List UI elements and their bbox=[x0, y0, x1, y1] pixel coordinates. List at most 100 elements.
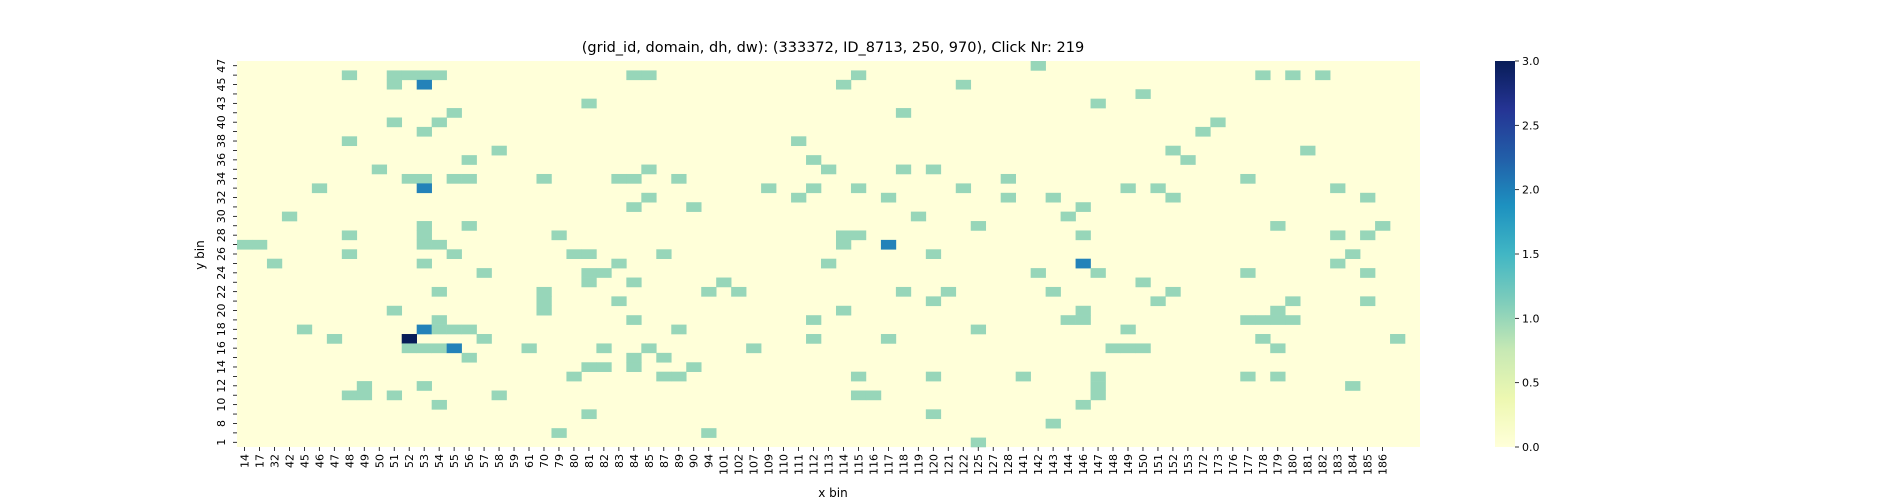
heatmap-cell bbox=[446, 173, 462, 184]
heatmap-cell bbox=[431, 324, 447, 335]
heatmap-cell bbox=[671, 324, 687, 335]
heatmap-cell bbox=[1255, 315, 1271, 325]
heatmap-cell bbox=[341, 230, 358, 241]
heatmap-cell bbox=[251, 239, 268, 250]
heatmap-cell bbox=[1150, 296, 1166, 307]
heatmap-cell bbox=[1360, 296, 1376, 307]
heatmap-cell bbox=[1195, 126, 1211, 137]
x-tick-label: 47 bbox=[328, 454, 341, 468]
heatmap-cell bbox=[461, 155, 477, 165]
heatmap-cell bbox=[1075, 258, 1091, 269]
colorbar-tick-label: 1.5 bbox=[1522, 248, 1540, 261]
heatmap-cell bbox=[446, 249, 462, 259]
heatmap-cell bbox=[641, 70, 657, 81]
heatmap-cell bbox=[1000, 173, 1016, 184]
heatmap-cell bbox=[476, 334, 492, 344]
heatmap-cell bbox=[626, 70, 642, 81]
heatmap-cell bbox=[476, 268, 492, 278]
x-tick-label: 80 bbox=[568, 454, 581, 468]
heatmap-cell bbox=[641, 343, 657, 354]
heatmap-cell bbox=[536, 173, 552, 184]
heatmap-cell bbox=[431, 286, 447, 297]
heatmap-cell bbox=[581, 268, 597, 278]
heatmap-cell bbox=[641, 164, 657, 175]
heatmap-cell bbox=[551, 428, 567, 438]
heatmap-cell bbox=[416, 230, 432, 241]
heatmap-cell bbox=[1165, 286, 1181, 297]
x-tick-label: 178 bbox=[1257, 454, 1270, 475]
heatmap-cell bbox=[446, 108, 462, 118]
x-tick-label: 59 bbox=[508, 454, 521, 468]
y-tick-label: 1 bbox=[215, 439, 228, 446]
heatmap-cell bbox=[1240, 371, 1256, 382]
heatmap-cell bbox=[416, 343, 432, 354]
heatmap-cell bbox=[850, 371, 867, 382]
x-tick-label: 58 bbox=[493, 454, 506, 468]
heatmap-cell bbox=[626, 352, 642, 363]
colorbar-tick-label: 1.0 bbox=[1522, 312, 1540, 325]
heatmap-cell bbox=[835, 230, 852, 241]
heatmap-cell bbox=[1285, 315, 1301, 325]
heatmap-cell bbox=[821, 258, 837, 269]
heatmap-cell bbox=[1165, 145, 1181, 156]
x-tick-label: 127 bbox=[987, 454, 1000, 475]
heatmap-cell bbox=[596, 343, 612, 354]
x-tick-label: 70 bbox=[538, 454, 551, 468]
x-tick-label: 107 bbox=[748, 454, 761, 475]
y-tick-label: 38 bbox=[215, 134, 228, 148]
x-axis-label: x bin bbox=[818, 486, 847, 500]
heatmap-cell bbox=[1090, 381, 1106, 391]
heatmap-cell bbox=[1300, 145, 1316, 156]
x-tick-label: 122 bbox=[957, 454, 970, 475]
heatmap-cell bbox=[536, 296, 552, 307]
x-tick-label: 45 bbox=[298, 454, 311, 468]
x-tick-label: 184 bbox=[1347, 454, 1360, 475]
heatmap-cell bbox=[416, 381, 432, 391]
heatmap-cell bbox=[925, 249, 942, 259]
x-axis: 14 17 32 42 45 46 47 48 49 50 51 52 53 54 55 56 57 58 59 61… bbox=[239, 447, 1390, 475]
heatmap-cell bbox=[461, 324, 477, 335]
heatmap-cell bbox=[536, 305, 552, 316]
heatmap-cell bbox=[1030, 61, 1046, 71]
heatmap-cell bbox=[401, 343, 417, 354]
heatmap-cell bbox=[656, 371, 672, 382]
x-tick-label: 81 bbox=[583, 454, 596, 468]
x-tick-label: 101 bbox=[718, 454, 731, 475]
heatmap-cell bbox=[1180, 155, 1196, 165]
heatmap-background bbox=[237, 61, 1420, 447]
colorbar-tick-label: 2.0 bbox=[1522, 184, 1540, 197]
heatmap-cell bbox=[237, 239, 253, 250]
heatmap-cell bbox=[925, 164, 942, 175]
x-tick-label: 185 bbox=[1362, 454, 1375, 475]
heatmap-cell bbox=[1045, 286, 1061, 297]
x-tick-label: 14 bbox=[239, 454, 252, 468]
colorbar-tick-label: 0.5 bbox=[1522, 377, 1540, 390]
heatmap-cell bbox=[1270, 305, 1286, 316]
heatmap-cell bbox=[731, 286, 747, 297]
heatmap-cell bbox=[416, 79, 432, 90]
x-tick-label: 149 bbox=[1122, 454, 1135, 475]
heatmap-cell bbox=[581, 98, 597, 109]
colorbar-ticks: 0.0 0.5 1.0 1.5 2.0 2.5 3.0 bbox=[1515, 55, 1540, 454]
heatmap-cell bbox=[761, 183, 777, 194]
heatmap-cell bbox=[416, 324, 432, 335]
y-tick-label: 8 bbox=[215, 420, 228, 427]
x-tick-label: 152 bbox=[1167, 454, 1180, 475]
x-tick-label: 172 bbox=[1197, 454, 1210, 475]
y-tick-label: 30 bbox=[215, 209, 228, 223]
heatmap-cell bbox=[581, 249, 597, 259]
heatmap-cell bbox=[626, 173, 642, 184]
heatmap-cell bbox=[626, 315, 642, 325]
heatmap-cell bbox=[925, 371, 942, 382]
heatmap-cell bbox=[1075, 202, 1091, 212]
x-tick-label: 143 bbox=[1047, 454, 1060, 475]
heatmap-cell bbox=[701, 286, 717, 297]
x-tick-label: 120 bbox=[927, 454, 940, 475]
heatmap-cell bbox=[1240, 268, 1256, 278]
heatmap-cell bbox=[1075, 230, 1091, 241]
heatmap-cell bbox=[671, 173, 687, 184]
x-tick-label: 84 bbox=[628, 454, 641, 468]
heatmap-cell bbox=[701, 428, 717, 438]
heatmap-cell bbox=[686, 202, 702, 212]
heatmap-cell bbox=[1135, 89, 1151, 99]
